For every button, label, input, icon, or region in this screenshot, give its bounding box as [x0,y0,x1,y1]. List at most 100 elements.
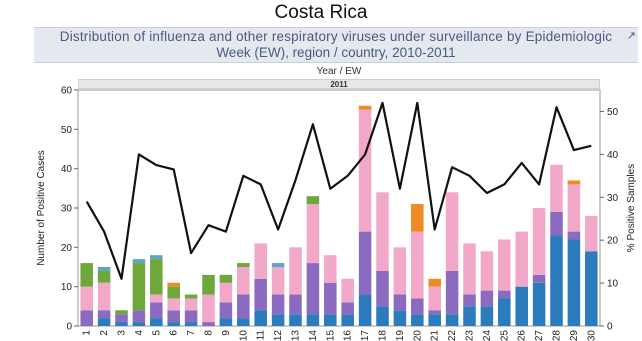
x-tick-label: 11 [256,330,267,341]
bar-segment [97,318,111,326]
bar-segment [480,251,494,291]
bar-segment [306,314,320,326]
y2-tick-label: 0 [607,322,613,333]
x-tick-label: 22 [447,330,458,341]
external-link-icon[interactable]: ↗ [626,30,636,42]
bar-segment [115,310,128,315]
x-tick-label: 10 [238,330,249,341]
x-tick-label: 16 [343,330,354,341]
x-tick-label: 17 [360,330,371,341]
y-tick-label: 50 [61,125,73,136]
dimension-header: Year / EW [316,66,362,77]
bar-segment [480,306,494,326]
bar-segment [585,215,598,252]
bar-segment [237,267,250,295]
x-tick-label: 18 [378,330,389,341]
bar-segment [167,282,180,287]
bar-segment [97,282,111,311]
bar-segment [498,239,511,291]
bar-segment [150,302,163,319]
bar-segment [184,298,198,311]
bar-segment [271,314,285,326]
bar-segment [393,294,407,311]
bar-segment [202,294,215,323]
y-tick-label: 10 [61,282,73,293]
bar-segment [167,286,180,299]
x-tick-label: 13 [291,330,302,341]
x-tick-label: 3 [117,330,128,336]
x-tick-label: 19 [395,330,406,341]
bar-segment [219,302,233,319]
bar-segment [498,290,511,299]
bar-segment [254,278,267,311]
bar-segment [271,294,285,315]
bar-segment [341,278,354,303]
bar-segment [167,322,180,326]
bar-segment [184,322,198,326]
x-tick-label: 20 [412,330,423,341]
bar-segment [550,211,563,236]
country-heading: Costa Rica [274,2,368,23]
bar-segment [358,231,372,295]
bar-segment [271,263,285,267]
bar-segment [324,314,337,326]
x-tick-label: 25 [499,330,510,341]
bar-segment [550,164,563,212]
bar-segment [202,274,215,295]
bar-segment [237,294,250,319]
bar-segment [254,243,267,279]
bar-segment [515,286,528,326]
bar-segment [219,282,233,303]
bar-segment [393,247,407,295]
bar-segment [498,298,511,326]
bar-segment [132,259,146,264]
bar-segment [132,310,146,323]
bar-segment [289,294,302,315]
bar-segment [567,180,581,185]
bar-segment [289,247,302,295]
bar-segment [132,322,146,326]
bar-segment [532,208,546,275]
bar-segment [271,267,285,295]
x-tick-label: 28 [552,330,563,341]
chart-line [85,101,592,280]
bar-segment [393,310,407,326]
x-tick-label: 4 [134,330,145,336]
bar-segment [411,314,424,326]
y2-tick-label: 10 [607,279,619,290]
x-tick-label: 21 [430,330,441,341]
bar-segment [184,294,198,299]
chart-axes [74,89,604,327]
y-tick-label: 20 [61,243,73,254]
chart-title-line1: Distribution of influenza and other resp… [59,29,613,44]
bar-segment [567,231,581,240]
bar-segment [585,251,598,326]
bar-segment [567,239,581,326]
bar-segment [306,196,320,205]
x-tick-label: 9 [221,330,232,336]
y-tick-label: 30 [61,204,73,215]
positive-samples-line [85,101,592,280]
bar-segment [150,255,163,260]
bar-segment [80,310,93,326]
x-tick-label: 15 [325,330,336,341]
bar-segment [341,302,354,315]
bar-segment [411,231,424,299]
bar-segment [428,286,441,311]
bar-segment [445,192,459,271]
bar-segment [550,235,563,326]
x-tick-label: 8 [204,330,215,336]
bar-segment [376,306,389,326]
bar-segment [237,318,250,326]
x-tick-label: 30 [586,330,597,341]
bar-segment [324,255,337,283]
bar-segment [324,282,337,315]
x-tick-label: 27 [534,330,545,341]
x-tick-label: 6 [169,330,180,336]
y-axis-title: Number of Positive Cases [36,150,47,266]
bar-segment [376,270,389,307]
x-tick-label: 7 [186,330,197,336]
y2-tick-label: 30 [607,193,619,204]
